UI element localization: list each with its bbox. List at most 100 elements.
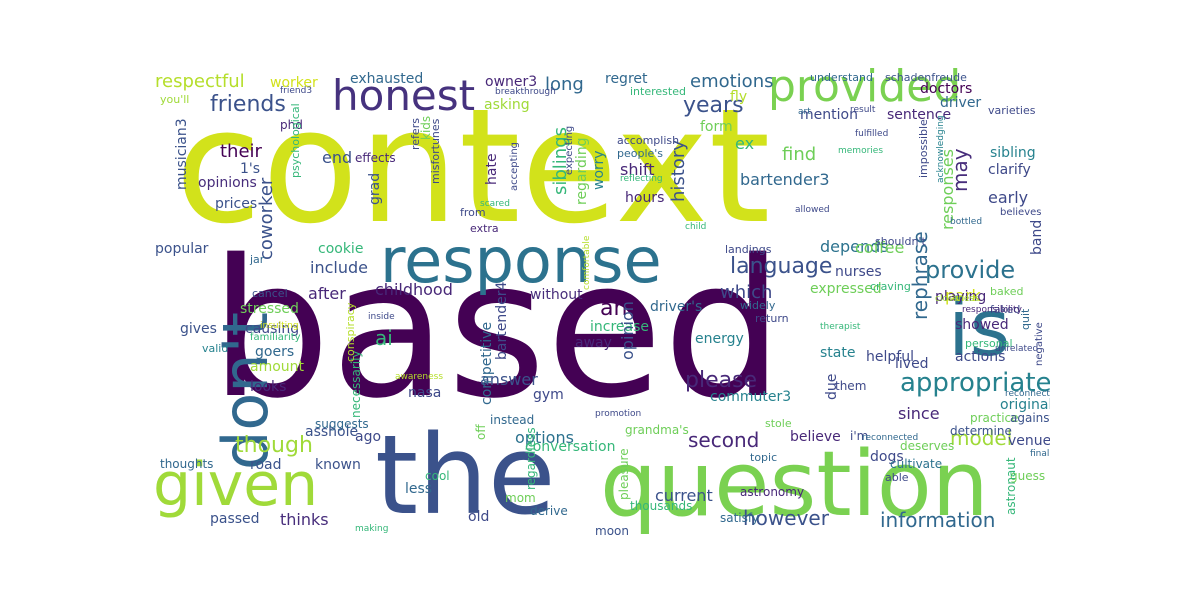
word-cloud-word: bottled <box>950 217 983 227</box>
word-cloud-word: stressed <box>240 301 299 317</box>
word-cloud-word: responsibility <box>962 305 1022 315</box>
word-cloud-word: instead <box>490 413 535 427</box>
word-cloud-word: friend3 <box>280 86 313 96</box>
word-cloud-word: depends <box>820 237 889 256</box>
word-cloud-word: based <box>210 219 784 440</box>
word-cloud-word: believes <box>1000 207 1042 218</box>
word-cloud-word: model <box>950 426 1013 450</box>
word-cloud-word: accomplish <box>617 134 680 147</box>
word-cloud-word: popular <box>155 241 209 257</box>
word-cloud-word: stole <box>765 417 792 430</box>
word-cloud-word: prices <box>215 196 258 212</box>
word-cloud-word: competitive <box>479 321 495 405</box>
word-cloud-word: gives <box>180 321 217 337</box>
word-cloud-word: context <box>175 75 771 259</box>
word-cloud-word: emotions <box>690 71 774 92</box>
word-cloud-word: result <box>850 105 876 115</box>
word-cloud-word: landings <box>725 243 772 256</box>
word-cloud-word: asshole <box>305 424 359 440</box>
word-cloud-word: impossible <box>917 119 930 178</box>
word-cloud-word: doctors <box>920 81 973 97</box>
word-cloud-word: options <box>515 428 574 447</box>
word-cloud-word: comfortable <box>582 235 592 290</box>
word-cloud-word: without <box>530 287 583 303</box>
word-cloud-word: varieties <box>988 104 1036 117</box>
word-cloud-word: sibling <box>990 145 1036 161</box>
word-cloud-word: road <box>250 457 282 473</box>
word-cloud-word: extra <box>470 222 499 235</box>
word-cloud-word: promotion <box>595 409 642 419</box>
word-cloud-word: worker <box>270 75 318 91</box>
word-cloud-word: second <box>688 428 760 452</box>
word-cloud-word: them <box>835 379 867 393</box>
word-cloud-word: opinion <box>618 301 637 360</box>
word-cloud-word: their <box>220 141 262 162</box>
word-cloud-word: which <box>720 282 773 303</box>
word-cloud-word: friends <box>210 92 286 117</box>
word-cloud-word: return <box>755 312 789 325</box>
word-cloud-word: accepting <box>509 141 520 191</box>
word-cloud-word: dogs <box>870 449 904 465</box>
word-cloud-word: craving <box>870 280 911 293</box>
word-cloud-word: moon <box>595 524 629 538</box>
word-cloud-word: passed <box>210 511 260 527</box>
word-cloud-word: after <box>308 284 346 303</box>
word-cloud-word: goers <box>255 344 295 360</box>
word-cloud-word: nurses <box>835 264 882 280</box>
word-cloud-word: thousands <box>630 499 693 513</box>
word-cloud-word: please <box>685 368 758 393</box>
word-cloud-word: cancel <box>252 287 288 300</box>
word-cloud-word: mention <box>800 107 858 123</box>
word-cloud-word: amount <box>250 359 305 375</box>
word-cloud-word: refers <box>409 118 422 150</box>
word-cloud-word: provide <box>925 256 1016 284</box>
word-cloud-word: language <box>730 254 833 279</box>
word-cloud-word: making <box>355 524 389 534</box>
word-cloud-word: original <box>1000 397 1050 413</box>
word-cloud-word: psychological <box>289 103 302 178</box>
word-cloud-word: lived <box>895 356 929 372</box>
word-cloud-word: reconnected <box>862 433 919 443</box>
word-cloud-word: reconnect <box>1005 389 1050 399</box>
word-cloud-word: familiarity <box>250 332 301 343</box>
word-cloud-word: driver's <box>650 299 703 315</box>
word-cloud-word: reflecting <box>620 174 663 184</box>
word-cloud-word: an <box>600 296 628 321</box>
word-cloud-word: sentence <box>887 107 952 123</box>
word-cloud-word: shouldn't <box>875 235 926 248</box>
word-cloud-word: topic <box>750 451 778 464</box>
word-cloud-word: question <box>600 432 989 537</box>
word-cloud-word: schadenfreude <box>885 71 967 84</box>
word-cloud-word: is <box>948 284 1011 374</box>
word-cloud-word: baked <box>990 285 1024 298</box>
word-cloud-word: coworker <box>256 177 277 260</box>
word-cloud-word: therapist <box>820 322 861 332</box>
word-cloud-word: jar <box>250 253 265 266</box>
word-cloud-word: musician3 <box>174 118 190 190</box>
word-cloud-word: actions <box>955 349 1006 365</box>
word-cloud-word: find <box>782 144 817 165</box>
word-cloud-word: showed <box>955 317 1009 333</box>
word-cloud-word: regret <box>605 71 648 87</box>
word-cloud-word: away <box>575 335 612 351</box>
word-cloud-word: years <box>683 93 744 118</box>
word-cloud-word: child <box>685 222 707 232</box>
word-cloud-word: astronomy <box>740 485 805 499</box>
word-cloud-word: hate <box>484 153 500 185</box>
word-cloud-word: appropriate <box>900 368 1050 398</box>
word-cloud-word: regardless <box>524 427 538 490</box>
word-cloud-word: opinions <box>198 175 257 191</box>
word-cloud: context based question the response given prov… <box>150 60 1050 540</box>
word-cloud-word: phd <box>280 118 303 132</box>
word-cloud-word: closeness <box>935 294 979 304</box>
word-cloud-word: ex <box>735 134 755 153</box>
word-cloud-word: suggests <box>315 417 369 431</box>
word-cloud-word: cultivate <box>890 457 943 471</box>
word-cloud-word: form <box>700 119 733 135</box>
word-cloud-word: thinks <box>280 510 329 529</box>
word-cloud-word: respectful <box>155 71 245 92</box>
word-cloud-word: gym <box>533 387 564 403</box>
word-cloud-word: owner3 <box>485 74 538 90</box>
word-cloud-word: band <box>1029 219 1045 255</box>
word-cloud-word: energy <box>695 331 744 347</box>
